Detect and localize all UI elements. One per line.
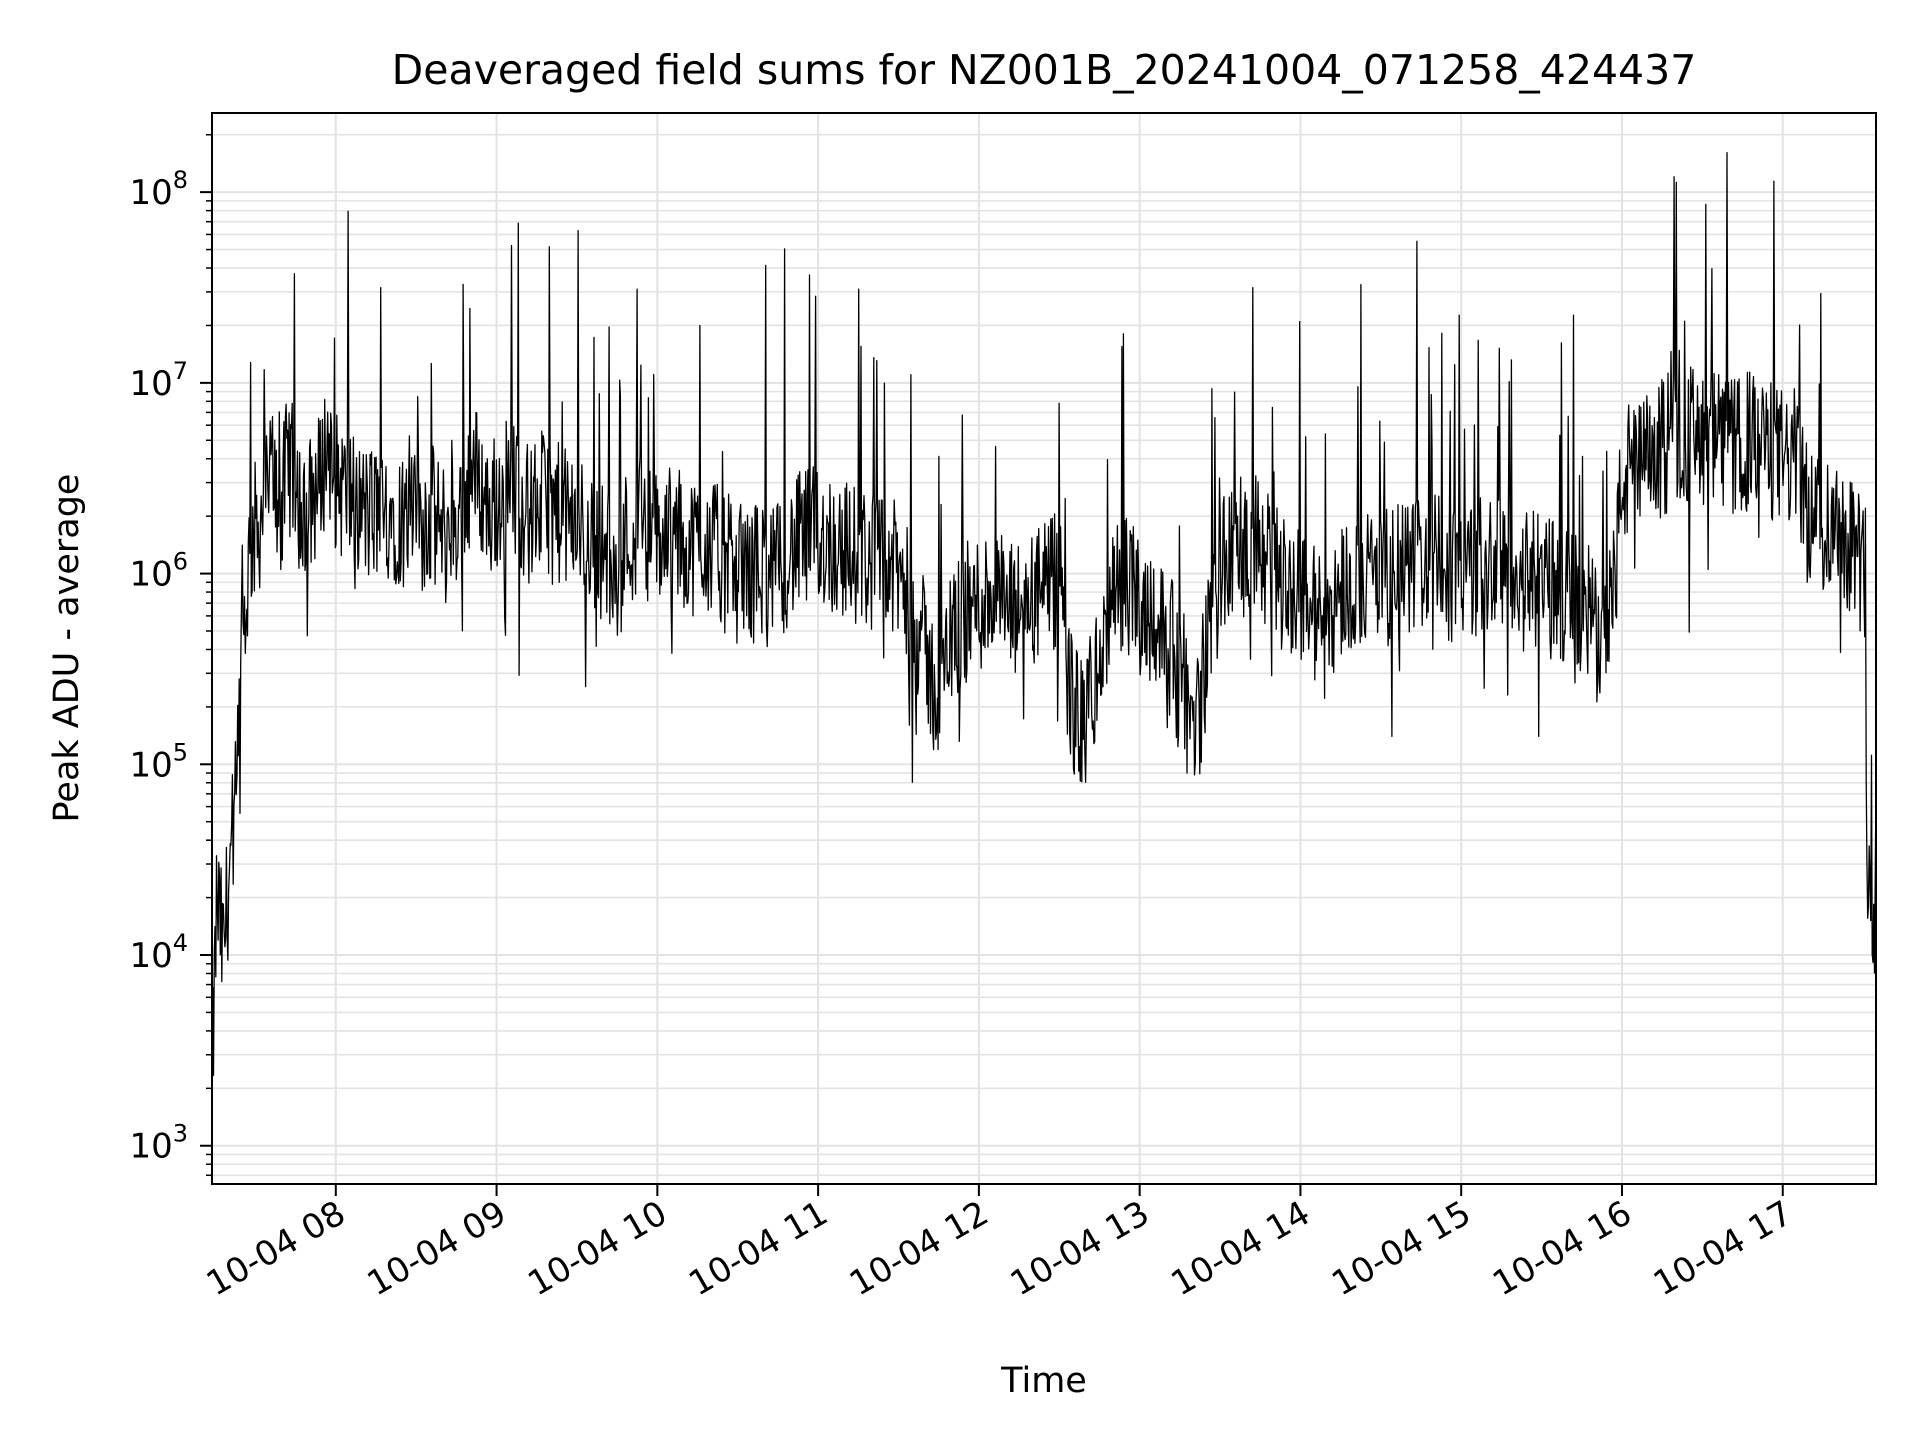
y-tick-label: 105 <box>129 738 188 785</box>
x-axis-label: Time <box>1000 1361 1087 1401</box>
plot-frame <box>211 112 1877 1185</box>
y-tick-label: 107 <box>129 357 188 404</box>
series-line <box>211 151 1877 1076</box>
y-tick-label: 104 <box>129 929 188 976</box>
y-tick-label: 108 <box>129 166 188 213</box>
y-axis-label: Peak ADU - average <box>47 474 87 823</box>
y-tick-label: 103 <box>129 1120 188 1167</box>
y-tick-label: 106 <box>129 548 188 595</box>
series-layer <box>211 151 1877 1076</box>
chart-title: Deaveraged field sums for NZ001B_2024100… <box>392 46 1697 94</box>
y-axis: 103 104 105 106 107 108 <box>129 133 212 1177</box>
